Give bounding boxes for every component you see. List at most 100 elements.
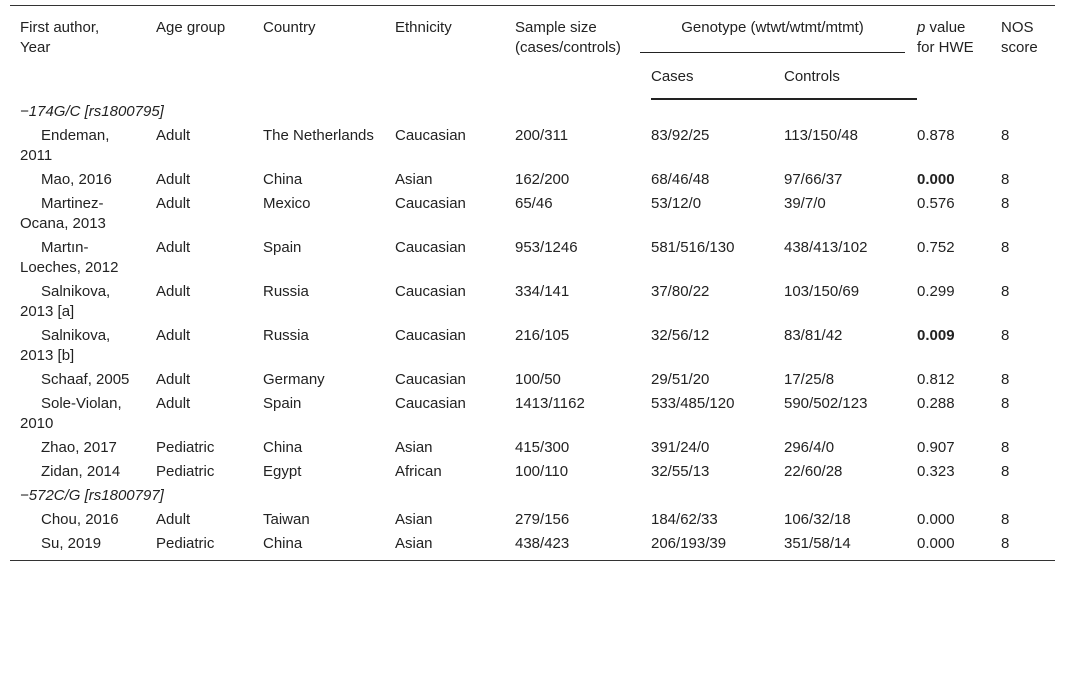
- header-cell: Controls: [784, 64, 917, 100]
- group-row: −572C/G [rs1800797]: [10, 484, 1055, 508]
- cell: Caucasian: [395, 371, 466, 388]
- cell: Endeman, 2011: [20, 127, 110, 164]
- cell: Mexico: [263, 195, 311, 212]
- cell: Salnikova, 2013 [a]: [20, 283, 111, 320]
- data-row: Schaaf, 2005 Adult Germany Caucasian 100/50 2…: [10, 368, 1055, 392]
- data-row: Salnikova, 2013 [b] Adult Russia Caucasian 2…: [10, 324, 1055, 368]
- cell: Schaaf, 2005: [41, 371, 130, 388]
- cell: 100/50: [515, 371, 561, 388]
- cell: 32/56/12: [651, 327, 710, 344]
- data-row: Mao, 2016 Adult China Asian 162/200 68/46/48 9…: [10, 168, 1055, 192]
- cell: Taiwan: [263, 511, 310, 528]
- cell: African: [395, 463, 442, 480]
- cell: Spain: [263, 395, 302, 412]
- cell: 279/156: [515, 511, 570, 528]
- group-label: −174G/C [rs1800795]: [20, 103, 164, 120]
- cell: 0.299: [917, 283, 955, 300]
- cell: 32/55/13: [651, 463, 710, 480]
- cell: 1413/1162: [515, 395, 585, 412]
- cell: 8: [1001, 439, 1010, 456]
- cell: 0.009: [917, 324, 1001, 368]
- cell: 8: [1001, 195, 1010, 212]
- cell: Adult: [156, 239, 191, 256]
- cell: 0.000: [917, 532, 1001, 561]
- cell: 8: [1001, 371, 1010, 388]
- cell: 0.323: [917, 463, 955, 480]
- cell: 415/300: [515, 439, 570, 456]
- cell: Asian: [395, 532, 515, 561]
- data-row: Endeman, 2011 Adult The Netherlands Caucasi…: [10, 124, 1055, 168]
- group-label: −572C/G [rs1800797]: [20, 487, 164, 504]
- cell: Caucasian: [395, 239, 466, 256]
- header-cell: NOS score: [1001, 5, 1055, 99]
- cell: Adult: [156, 195, 191, 212]
- cell: 438/423: [515, 532, 651, 561]
- cell: 206/193/39: [651, 532, 784, 561]
- header-cell: Age group: [156, 5, 263, 99]
- cell: China: [263, 439, 303, 456]
- bold-value: 0.000: [917, 171, 955, 188]
- cell: China: [263, 171, 303, 188]
- cell: 53/12/0: [651, 195, 702, 212]
- cell: 17/25/8: [784, 371, 835, 388]
- data-row: Su, 2019 Pediatric China Asian 438/423 206/19…: [10, 532, 1055, 561]
- cell: Zidan, 2014: [41, 463, 121, 480]
- cell: Zhao, 2017: [41, 439, 117, 456]
- data-table: First author, Year Age group Country Eth…: [10, 5, 1055, 561]
- data-row: Salnikova, 2013 [a] Adult Russia Caucasian 3…: [10, 280, 1055, 324]
- bold-value: 0.009: [917, 327, 955, 344]
- cell: 100/110: [515, 463, 569, 480]
- cell: 65/46: [515, 195, 553, 212]
- data-row: Sole-Violan, 2010 Adult Spain Caucasian 1413…: [10, 392, 1055, 436]
- data-row: Zidan, 2014 Pediatric Egypt African 100/110 3…: [10, 460, 1055, 484]
- cell: 334/141: [515, 283, 570, 300]
- cell: 200/311: [515, 127, 569, 144]
- cell: 8: [1001, 239, 1010, 256]
- header-italic: p: [917, 19, 926, 36]
- cell: Germany: [263, 371, 325, 388]
- cell: Chou, 2016: [41, 511, 119, 528]
- cell: 953/1246: [515, 239, 578, 256]
- cell: 0.576: [917, 195, 955, 212]
- cell: 83/81/42: [784, 327, 843, 344]
- data-row: Martın-Loeches, 2012 Adult Spain Caucasian 9…: [10, 236, 1055, 280]
- cell: Adult: [156, 511, 191, 528]
- cell: Egypt: [263, 463, 302, 480]
- cell: 0.752: [917, 239, 955, 256]
- cell: Adult: [156, 395, 191, 412]
- cell: Caucasian: [395, 283, 466, 300]
- header-cell: Cases: [651, 64, 784, 100]
- cell: Caucasian: [395, 127, 466, 144]
- cell: 22/60/28: [784, 463, 843, 480]
- cell: Russia: [263, 327, 309, 344]
- cell: 162/200: [515, 171, 570, 188]
- table-body: −174G/C [rs1800795] Endeman, 2011 Adult The…: [10, 99, 1055, 561]
- cell: Martın-Loeches, 2012: [20, 239, 119, 276]
- cell: Sole-Violan, 2010: [20, 395, 122, 432]
- data-row: Chou, 2016 Adult Taiwan Asian 279/156 184/62/…: [10, 508, 1055, 532]
- cell: Spain: [263, 239, 302, 256]
- header-cell: Sample size (cases/controls): [515, 5, 651, 99]
- cell: 0.288: [917, 395, 955, 412]
- header-cell: p value for HWE: [917, 5, 1001, 99]
- cell: 8: [1001, 395, 1010, 412]
- cell: Salnikova, 2013 [b]: [20, 327, 111, 364]
- cell: 0.000: [917, 511, 955, 528]
- cell: 391/24/0: [651, 439, 710, 456]
- cell: 351/58/14: [784, 532, 917, 561]
- cell: 106/32/18: [784, 511, 851, 528]
- cell: Adult: [156, 171, 191, 188]
- cell: Adult: [156, 283, 191, 300]
- cell: Adult: [156, 127, 191, 144]
- cell: 184/62/33: [651, 511, 718, 528]
- cell: 0.907: [917, 439, 955, 456]
- cell: 8: [1001, 283, 1010, 300]
- cell: Pediatric: [156, 463, 215, 480]
- cell: Asian: [395, 439, 433, 456]
- cell: Asian: [395, 511, 433, 528]
- cell: China: [263, 532, 395, 561]
- cell: 8: [1001, 127, 1010, 144]
- cell: Mao, 2016: [41, 171, 112, 188]
- cell: 103/150/69: [784, 283, 860, 300]
- cell: 39/7/0: [784, 195, 826, 212]
